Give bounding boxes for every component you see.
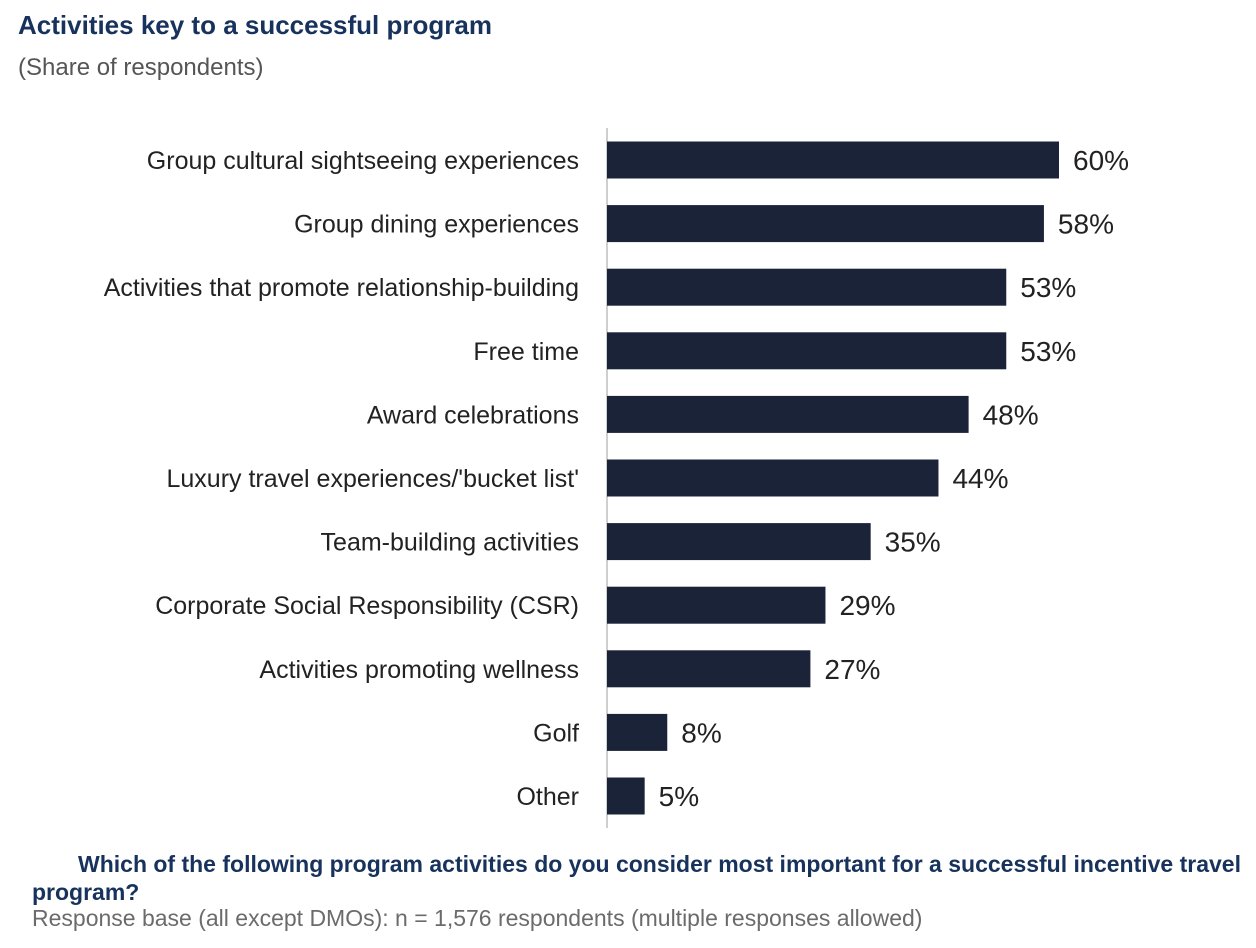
response-base-note: Response base (all except DMOs): n = 1,5… [32,905,923,931]
category-label: Award celebrations [367,401,579,429]
value-label: 53% [1020,336,1076,367]
category-label: Group cultural sightseeing experiences [147,147,579,175]
bar [607,777,645,815]
value-label: 27% [824,654,880,685]
value-label: 48% [983,399,1039,430]
category-label: Team-building activities [321,529,579,557]
category-label: Golf [533,719,579,747]
category-label: Luxury travel experiences/'bucket list' [166,465,579,493]
value-label: 8% [681,717,721,748]
bar [607,268,1007,306]
chart-subtitle: (Share of respondents) [18,54,264,81]
chart-title: Activities key to a successful program [18,10,492,40]
bar [607,141,1059,179]
bar [607,713,668,751]
category-label: Group dining experiences [294,211,579,239]
category-label: Free time [473,338,579,366]
value-label: 29% [839,590,895,621]
category-label: Other [516,783,579,811]
category-label: Corporate Social Responsibility (CSR) [155,592,579,620]
value-label: 44% [952,463,1008,494]
bar [607,459,939,497]
survey-question: Which of the following program activitie… [32,851,1241,905]
value-label: 60% [1073,145,1129,176]
bar [607,650,811,688]
value-label: 35% [885,527,941,558]
bar [607,395,969,433]
value-label: 53% [1020,272,1076,303]
bar [607,586,826,624]
value-label: 5% [659,781,699,812]
category-label: Activities promoting wellness [259,656,579,684]
category-label: Activities that promote relationship-bui… [104,274,579,302]
bar [607,205,1044,243]
value-label: 58% [1058,209,1114,240]
bar [607,523,871,561]
bar [607,332,1007,370]
